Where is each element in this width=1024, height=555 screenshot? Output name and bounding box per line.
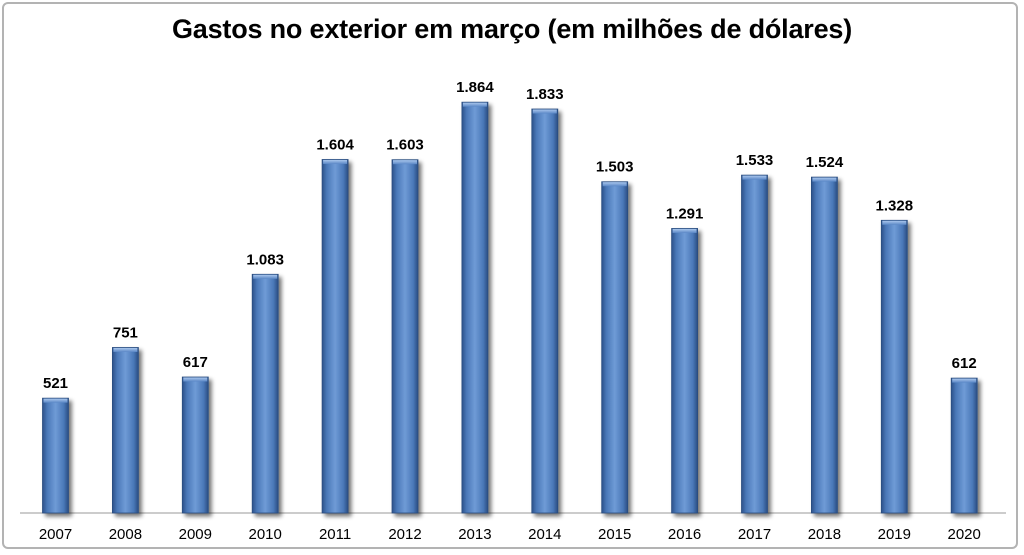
bar-2009 bbox=[181, 376, 209, 514]
chart-title: Gastos no exterior em março (em milhões … bbox=[171, 14, 853, 44]
category-label-2019: 2019 bbox=[878, 526, 911, 543]
bar-2007 bbox=[42, 397, 69, 514]
value-label-2007: 521 bbox=[43, 375, 68, 392]
bar-2010 bbox=[251, 273, 279, 514]
value-label-2012: 1.603 bbox=[386, 137, 424, 154]
value-label-2009: 617 bbox=[183, 354, 208, 371]
bar-2008 bbox=[112, 347, 139, 514]
value-label-2008: 751 bbox=[113, 324, 138, 341]
value-labels-group: 521 751 617 1.083 1.604 1.603 1.864 1.833 1.503 1… bbox=[43, 79, 977, 392]
bar-2020 bbox=[950, 377, 978, 514]
value-label-2019: 1.328 bbox=[876, 197, 914, 214]
chart-frame bbox=[2, 2, 1018, 549]
bar-2014 bbox=[531, 108, 559, 514]
category-labels-group: 2007 2008 2009 2010 2011 2012 2013 2014 2015 2016… bbox=[39, 526, 981, 543]
value-label-2015: 1.503 bbox=[596, 159, 634, 176]
value-label-2017: 1.533 bbox=[736, 152, 774, 169]
category-label-2020: 2020 bbox=[948, 526, 981, 543]
category-label-2018: 2018 bbox=[808, 526, 841, 543]
bar-2011 bbox=[321, 159, 349, 514]
value-label-2020: 612 bbox=[952, 355, 977, 372]
category-label-2008: 2008 bbox=[109, 526, 142, 543]
bar-2012 bbox=[391, 159, 419, 514]
category-label-2014: 2014 bbox=[528, 526, 561, 543]
category-label-2010: 2010 bbox=[249, 526, 282, 543]
category-label-2012: 2012 bbox=[388, 526, 421, 543]
category-label-2011: 2011 bbox=[319, 526, 351, 543]
category-label-2013: 2013 bbox=[458, 526, 491, 543]
value-label-2010: 1.083 bbox=[246, 251, 284, 268]
bar-2017 bbox=[741, 174, 768, 514]
category-label-2009: 2009 bbox=[179, 526, 212, 543]
bar-2015 bbox=[601, 181, 629, 514]
category-label-2015: 2015 bbox=[598, 526, 631, 543]
value-label-2014: 1.833 bbox=[526, 86, 564, 103]
category-label-2017: 2017 bbox=[738, 526, 771, 543]
bars-group bbox=[42, 101, 978, 514]
value-label-2016: 1.291 bbox=[666, 205, 704, 222]
value-label-2018: 1.524 bbox=[806, 154, 844, 171]
value-label-2013: 1.864 bbox=[456, 79, 494, 96]
bar-2019 bbox=[880, 219, 908, 514]
bar-2016 bbox=[671, 228, 698, 514]
bar-2013 bbox=[461, 101, 489, 514]
category-label-2007: 2007 bbox=[39, 526, 72, 543]
value-label-2011: 1.604 bbox=[316, 136, 354, 153]
category-label-2016: 2016 bbox=[668, 526, 701, 543]
bar-2018 bbox=[811, 176, 838, 514]
